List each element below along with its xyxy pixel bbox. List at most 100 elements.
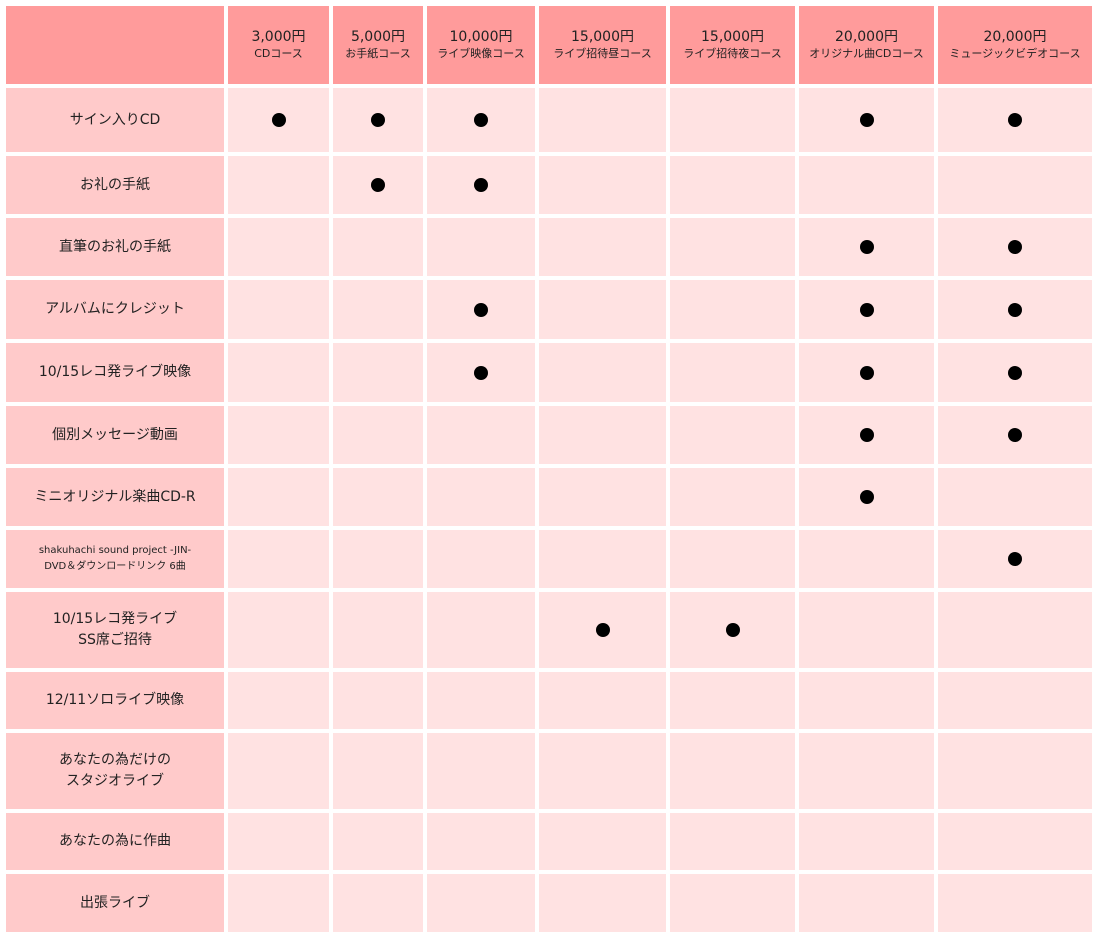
table-cell	[938, 592, 1092, 668]
table-cell	[228, 874, 329, 932]
table-cell	[228, 156, 329, 214]
table-cell	[938, 468, 1092, 526]
table-cell	[228, 672, 329, 729]
course-name: オリジナル曲CDコース	[809, 47, 924, 60]
table-cell	[427, 406, 535, 464]
table-cell	[670, 672, 795, 729]
table-cell	[228, 280, 329, 339]
row-label: 10/15レコ発ライブ SS席ご招待	[6, 592, 224, 668]
table-cell	[938, 672, 1092, 729]
table-cell	[938, 343, 1092, 402]
table-cell	[799, 592, 934, 668]
table-cell	[427, 874, 535, 932]
table-cell	[799, 813, 934, 870]
course-price: 20,000円	[983, 29, 1047, 45]
table-cell	[333, 280, 423, 339]
table-cell	[938, 530, 1092, 588]
included-mark-icon	[725, 623, 740, 637]
table-cell	[427, 672, 535, 729]
table-cell	[333, 530, 423, 588]
row-label: 12/11ソロライブ映像	[6, 672, 224, 729]
row-label: お礼の手紙	[6, 156, 224, 214]
table-cell	[799, 874, 934, 932]
table-cell	[539, 280, 666, 339]
row-label: ミニオリジナル楽曲CD-R	[6, 468, 224, 526]
table-cell	[670, 406, 795, 464]
course-price: 20,000円	[835, 29, 898, 45]
column-header: 3,000円 CDコース	[228, 6, 329, 84]
column-header: 5,000円 お手紙コース	[333, 6, 423, 84]
included-mark-icon	[1008, 428, 1022, 442]
included-mark-icon	[595, 623, 610, 637]
course-price: 3,000円	[251, 29, 306, 45]
column-header: 20,000円オリジナル曲CDコース	[799, 6, 934, 84]
table-cell	[938, 813, 1092, 870]
course-price: 5,000円	[350, 29, 406, 45]
table-cell	[799, 406, 934, 464]
included-mark-icon	[1008, 240, 1022, 254]
included-mark-icon	[371, 113, 385, 127]
included-mark-icon	[859, 428, 874, 442]
course-price: 15,000円	[701, 29, 764, 45]
table-cell	[539, 592, 666, 668]
course-name: お手紙コース	[345, 47, 411, 60]
column-header: 20,000円 ミュージックビデオコース	[938, 6, 1092, 84]
table-cell	[427, 280, 535, 339]
table-cell	[539, 733, 666, 809]
table-cell	[333, 343, 423, 402]
course-name: ライブ映像コース	[437, 47, 525, 60]
included-mark-icon	[859, 113, 874, 127]
row-label: 直筆のお礼の手紙	[6, 218, 224, 276]
row-label: あなたの為だけの スタジオライブ	[6, 733, 224, 809]
row-label: 10/15レコ発ライブ映像	[6, 343, 224, 402]
table-cell	[333, 156, 423, 214]
included-mark-icon	[859, 302, 874, 317]
table-cell	[799, 530, 934, 588]
table-cell	[333, 733, 423, 809]
course-name: ライブ招待夜コース	[683, 47, 782, 60]
header-corner-cell	[6, 6, 224, 84]
table-cell	[333, 813, 423, 870]
included-mark-icon	[859, 365, 874, 380]
table-cell	[228, 468, 329, 526]
row-label: 出張ライブ	[6, 874, 224, 932]
course-price: 15,000円	[571, 29, 634, 45]
table-cell	[938, 280, 1092, 339]
table-cell	[427, 813, 535, 870]
included-mark-icon	[1008, 302, 1022, 317]
table-cell	[427, 530, 535, 588]
included-mark-icon	[1008, 365, 1022, 380]
table-cell	[799, 343, 934, 402]
table-cell	[333, 874, 423, 932]
column-header: 15,000円ライブ招待夜コース	[670, 6, 795, 84]
table-cell	[539, 406, 666, 464]
table-cell	[670, 156, 795, 214]
table-cell	[799, 672, 934, 729]
table-cell	[333, 672, 423, 729]
table-cell	[670, 530, 795, 588]
row-label: 個別メッセージ動画	[6, 406, 224, 464]
included-mark-icon	[474, 365, 488, 380]
row-label: アルバムにクレジット	[6, 280, 224, 339]
course-name: ライブ招待昼コース	[553, 47, 652, 60]
table-cell	[938, 88, 1092, 152]
table-cell	[938, 406, 1092, 464]
table-cell	[670, 280, 795, 339]
table-cell	[670, 218, 795, 276]
column-header: 10,000円 ライブ映像コース	[427, 6, 535, 84]
table-cell	[539, 218, 666, 276]
table-cell	[670, 813, 795, 870]
table-cell	[228, 218, 329, 276]
table-cell	[333, 88, 423, 152]
table-cell	[427, 218, 535, 276]
reward-comparison-table: 3,000円 CDコース 5,000円 お手紙コース 10,000円 ライブ映像コース 15…	[6, 6, 1092, 932]
included-mark-icon	[271, 113, 286, 127]
included-mark-icon	[371, 178, 385, 192]
table-cell	[228, 592, 329, 668]
included-mark-icon	[474, 302, 488, 317]
table-cell	[427, 88, 535, 152]
table-cell	[427, 468, 535, 526]
table-cell	[670, 343, 795, 402]
table-cell	[427, 592, 535, 668]
course-price: 10,000円	[449, 29, 513, 45]
